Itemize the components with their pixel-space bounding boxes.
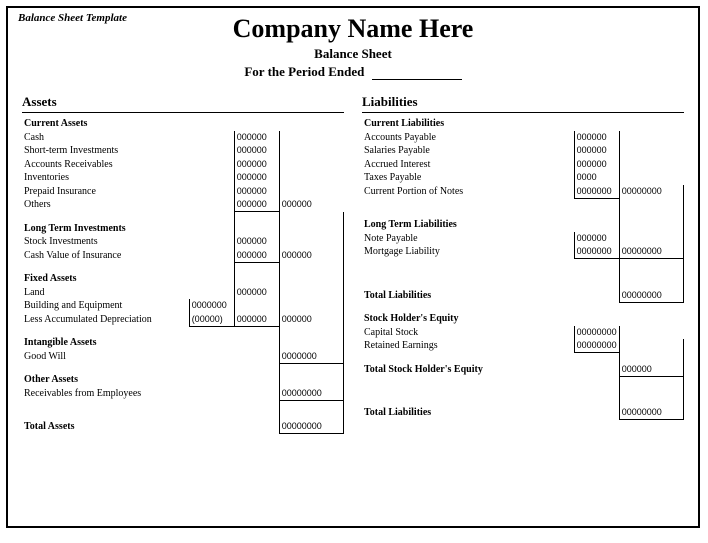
longterm-inv-heading: Long Term Investments [22,222,189,236]
final-total-value: 00000000 [619,406,683,420]
total-liab-value: 00000000 [619,289,683,303]
row-label: Current Portion of Notes [362,185,529,199]
balance-sheet-frame: Balance Sheet Template Company Name Here… [6,6,700,528]
row-label: Stock Investments [22,235,189,249]
row-label: Land [22,286,189,300]
total-liab-label: Total Liabilities [362,289,529,303]
row-value: 000000 [234,144,279,158]
fixed-assets-heading: Fixed Assets [22,272,189,286]
row-label: Taxes Payable [362,171,529,185]
row-label: Short-term Investments [22,144,189,158]
row-value: 00000000 [279,387,343,401]
row-label: Note Payable [362,232,529,246]
row-value: 00000000 [619,185,683,199]
row-value: 000000 [279,198,343,212]
current-liab-heading: Current Liabilities [362,117,529,131]
row-value: 000000 [234,313,279,327]
row-label: Others [22,198,189,212]
final-total-label: Total Liabilities [362,406,529,420]
total-equity-value: 000000 [619,363,683,377]
row-label: Accrued Interest [362,158,529,172]
row-value: 000000 [234,185,279,199]
row-value: 000000 [574,144,619,158]
row-value: 000000 [234,131,279,145]
row-value: 000000 [279,249,343,263]
row-value: 000000 [574,158,619,172]
row-label: Prepaid Insurance [22,185,189,199]
longterm-liab-heading: Long Term Liabilities [362,218,529,232]
assets-column: Assets Current Assets Cash 000000 Short-t… [22,94,344,434]
row-value: 0000000 [189,299,234,313]
row-value: 00000000 [619,245,683,259]
row-value: 0000000 [574,245,619,259]
row-value: 000000 [234,235,279,249]
liabilities-table: Current Liabilities Accounts Payable 0000… [362,117,684,420]
assets-title: Assets [22,94,344,113]
row-value: 0000 [574,171,619,185]
row-label: Cash [22,131,189,145]
template-caption: Balance Sheet Template [18,12,127,24]
row-value: 000000 [574,232,619,246]
row-label: Mortgage Liability [362,245,529,259]
row-value: 000000 [234,158,279,172]
intangible-heading: Intangible Assets [22,336,189,350]
current-assets-heading: Current Assets [22,117,189,131]
assets-table: Current Assets Cash 000000 Short-term Inv… [22,117,344,434]
row-value: (00000) [189,313,234,327]
row-label: Less Accumulated Depreciation [22,313,189,327]
period-blank [372,79,462,80]
period-label: For the Period Ended [244,64,364,79]
row-value: 000000 [234,171,279,185]
row-value: 000000 [234,286,279,300]
equity-heading: Stock Holder's Equity [362,312,529,326]
doc-subtitle: Balance Sheet [22,46,684,62]
total-assets-value: 00000000 [279,420,343,434]
liabilities-column: Liabilities Current Liabilities Accounts… [362,94,684,434]
row-label: Retained Earnings [362,339,529,353]
row-value: 00000000 [574,326,619,340]
row-label: Receivables from Employees [22,387,189,401]
row-value: 000000 [279,313,343,327]
row-label: Cash Value of Insurance [22,249,189,263]
other-assets-heading: Other Assets [22,373,189,387]
row-label: Accounts Receivables [22,158,189,172]
row-label: Capital Stock [362,326,529,340]
row-label: Building and Equipment [22,299,189,313]
row-value: 0000000 [279,350,343,364]
period-line: For the Period Ended [22,64,684,80]
row-value: 000000 [234,198,279,212]
row-value: 00000000 [574,339,619,353]
row-value: 000000 [234,249,279,263]
row-value: 0000000 [574,185,619,199]
row-value: 000000 [574,131,619,145]
columns: Assets Current Assets Cash 000000 Short-t… [22,94,684,434]
row-label: Salaries Payable [362,144,529,158]
row-label: Good Will [22,350,189,364]
total-equity-label: Total Stock Holder's Equity [362,363,529,377]
liabilities-title: Liabilities [362,94,684,113]
total-assets-label: Total Assets [22,420,189,434]
row-label: Accounts Payable [362,131,529,145]
row-label: Inventories [22,171,189,185]
